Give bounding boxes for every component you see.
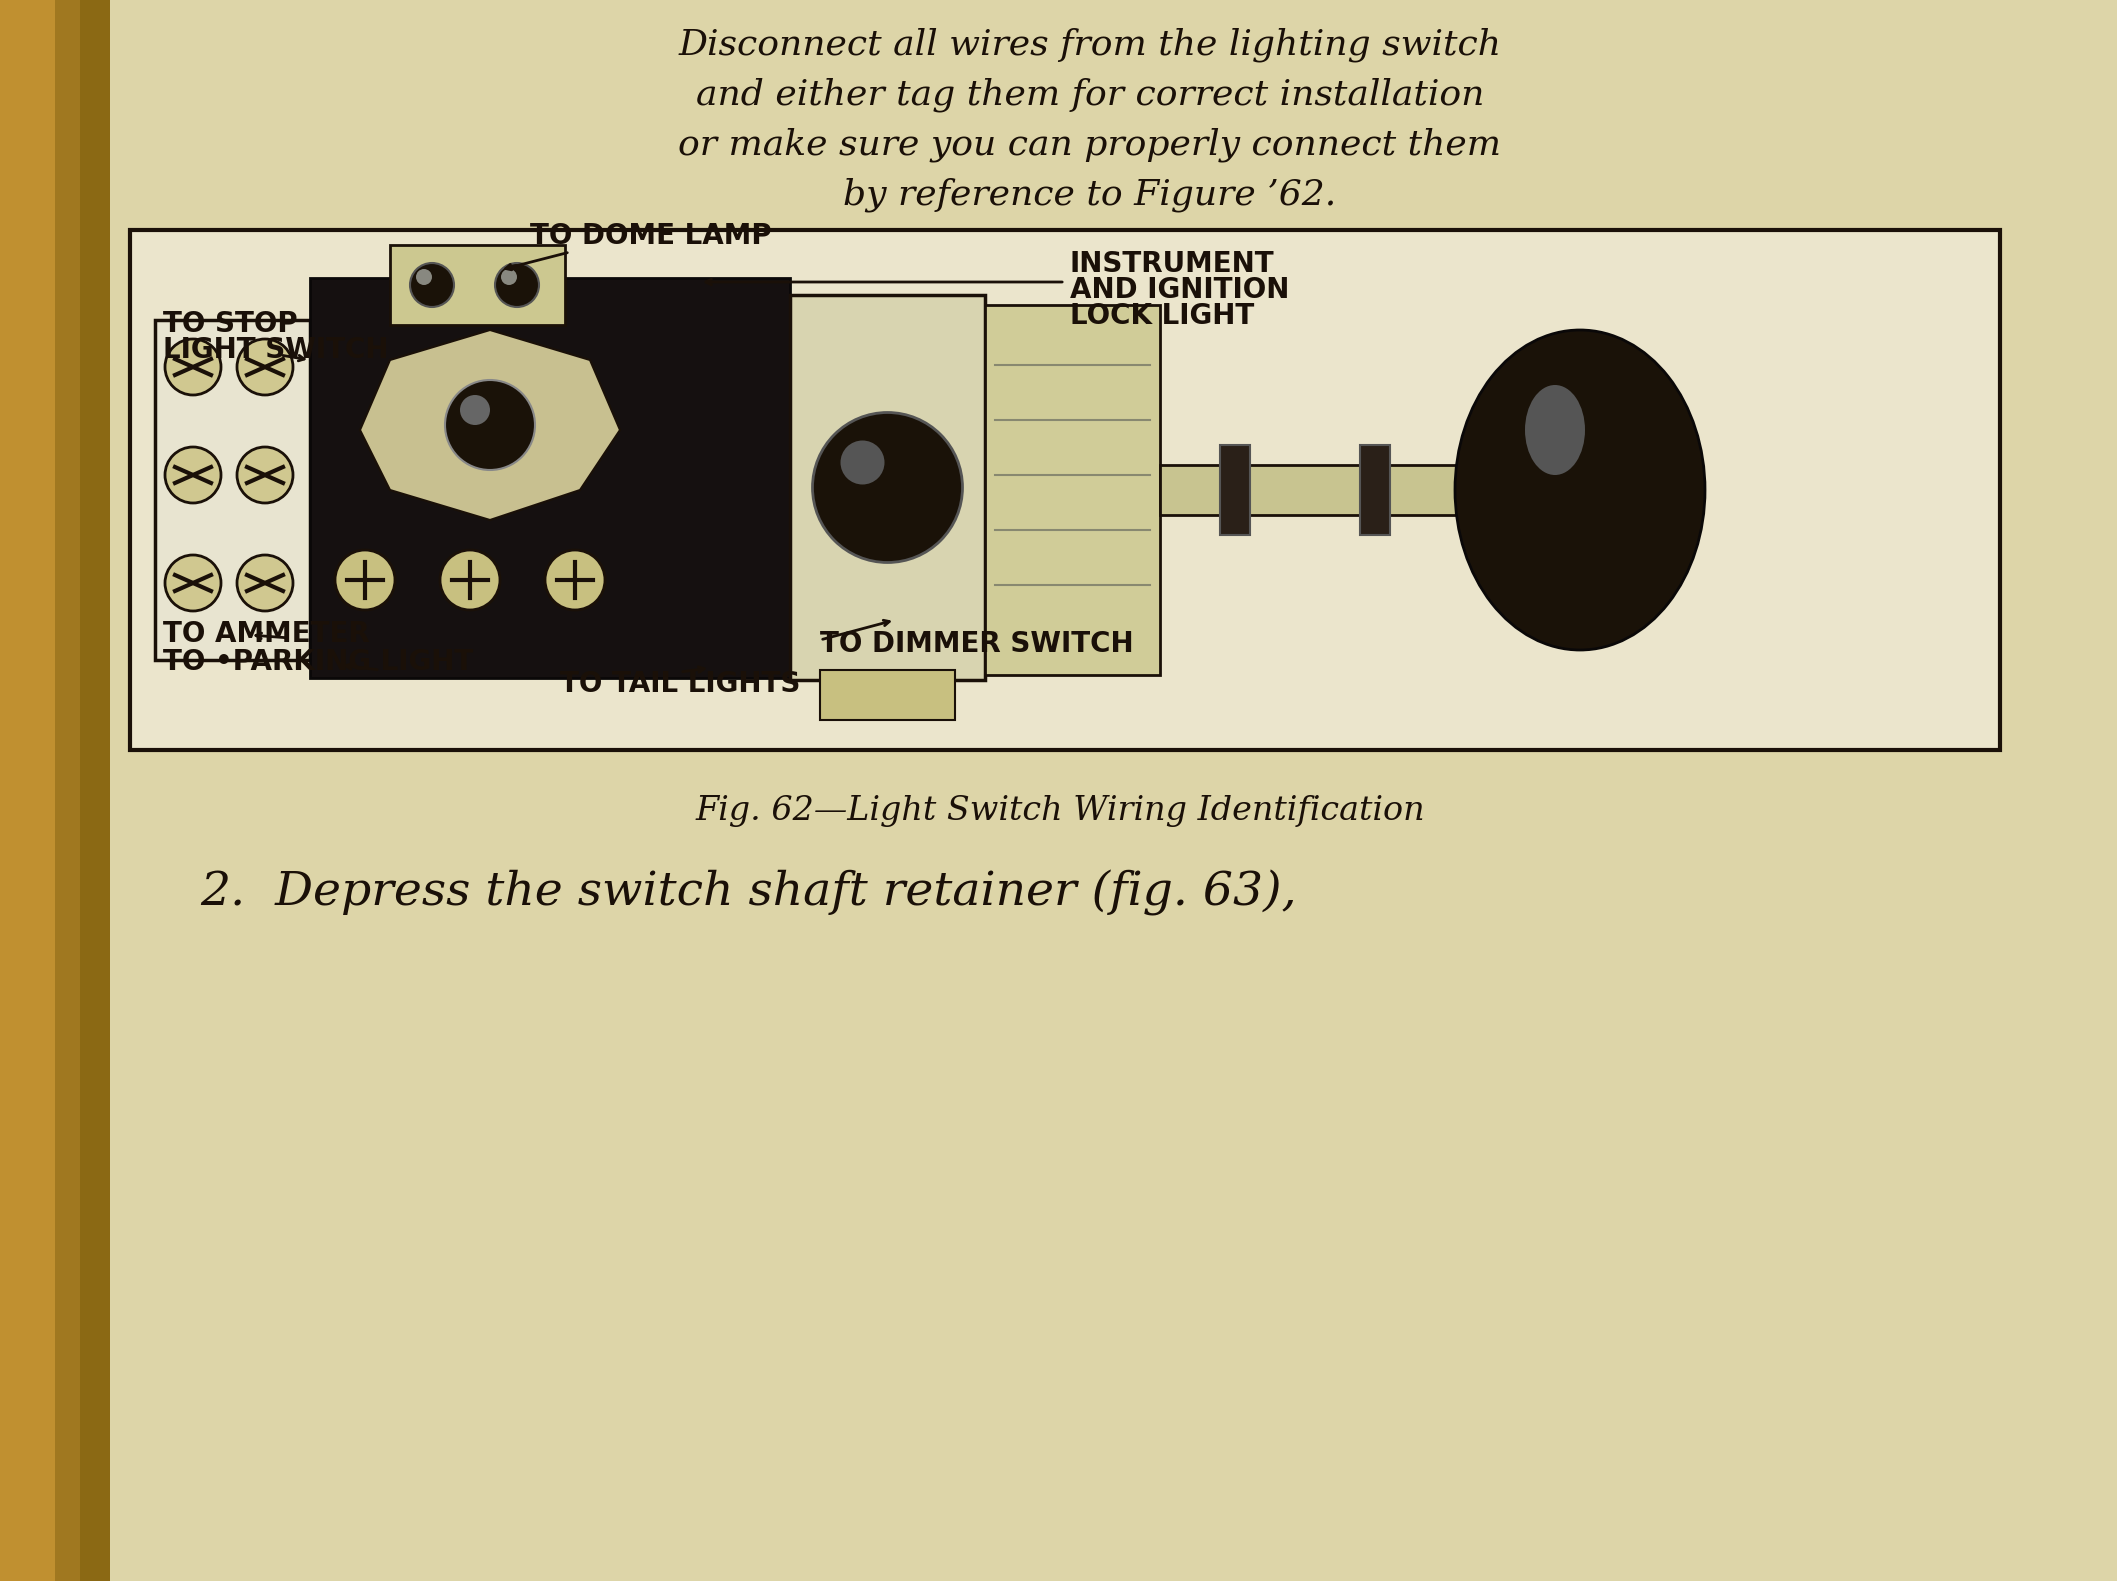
- Text: TO TAIL LIGHTS: TO TAIL LIGHTS: [561, 670, 800, 697]
- Circle shape: [237, 555, 292, 610]
- Circle shape: [237, 338, 292, 395]
- Text: TO AMMETER: TO AMMETER: [163, 620, 370, 648]
- Text: 2.  Depress the switch shaft retainer (fig. 63),: 2. Depress the switch shaft retainer (fi…: [199, 870, 1296, 915]
- Bar: [984, 305, 1160, 675]
- Circle shape: [502, 269, 517, 285]
- Text: AND IGNITION: AND IGNITION: [1069, 277, 1289, 304]
- Bar: [790, 296, 984, 680]
- Bar: [390, 245, 565, 326]
- Text: Fig. 62—Light Switch Wiring Identification: Fig. 62—Light Switch Wiring Identificati…: [694, 795, 1425, 827]
- Circle shape: [445, 379, 536, 470]
- Circle shape: [544, 550, 605, 610]
- Ellipse shape: [1454, 330, 1704, 650]
- Text: TO DOME LAMP: TO DOME LAMP: [529, 221, 771, 250]
- Circle shape: [840, 441, 885, 484]
- Bar: [0, 0, 55, 1581]
- Circle shape: [165, 555, 220, 610]
- Bar: [819, 670, 955, 719]
- Bar: [1359, 444, 1391, 534]
- Text: TO •PARKING LIGHT: TO •PARKING LIGHT: [163, 648, 474, 677]
- Text: by reference to Figure ’62.: by reference to Figure ’62.: [843, 179, 1336, 212]
- Text: LOCK LIGHT: LOCK LIGHT: [1069, 302, 1253, 330]
- Circle shape: [417, 269, 432, 285]
- Ellipse shape: [1524, 386, 1586, 474]
- Circle shape: [495, 262, 540, 307]
- Text: TO STOP: TO STOP: [163, 310, 298, 338]
- Bar: [0, 0, 80, 1581]
- Circle shape: [165, 447, 220, 503]
- Text: INSTRUMENT: INSTRUMENT: [1069, 250, 1274, 278]
- Text: or make sure you can properly connect them: or make sure you can properly connect th…: [680, 128, 1501, 163]
- Circle shape: [440, 550, 500, 610]
- Circle shape: [459, 395, 489, 425]
- Polygon shape: [360, 330, 620, 520]
- Circle shape: [411, 262, 453, 307]
- Text: and either tag them for correct installation: and either tag them for correct installa…: [696, 77, 1484, 112]
- Circle shape: [165, 338, 220, 395]
- Bar: [129, 229, 2001, 749]
- Circle shape: [237, 447, 292, 503]
- Bar: [1219, 444, 1249, 534]
- Text: LIGHT SWITCH: LIGHT SWITCH: [163, 337, 390, 364]
- Bar: [155, 319, 309, 659]
- Circle shape: [334, 550, 396, 610]
- Bar: [1160, 465, 1501, 515]
- Text: Disconnect all wires from the lighting switch: Disconnect all wires from the lighting s…: [680, 28, 1501, 63]
- Circle shape: [813, 413, 963, 563]
- Text: TO DIMMER SWITCH: TO DIMMER SWITCH: [819, 629, 1133, 658]
- Bar: [309, 278, 790, 678]
- Bar: [0, 0, 110, 1581]
